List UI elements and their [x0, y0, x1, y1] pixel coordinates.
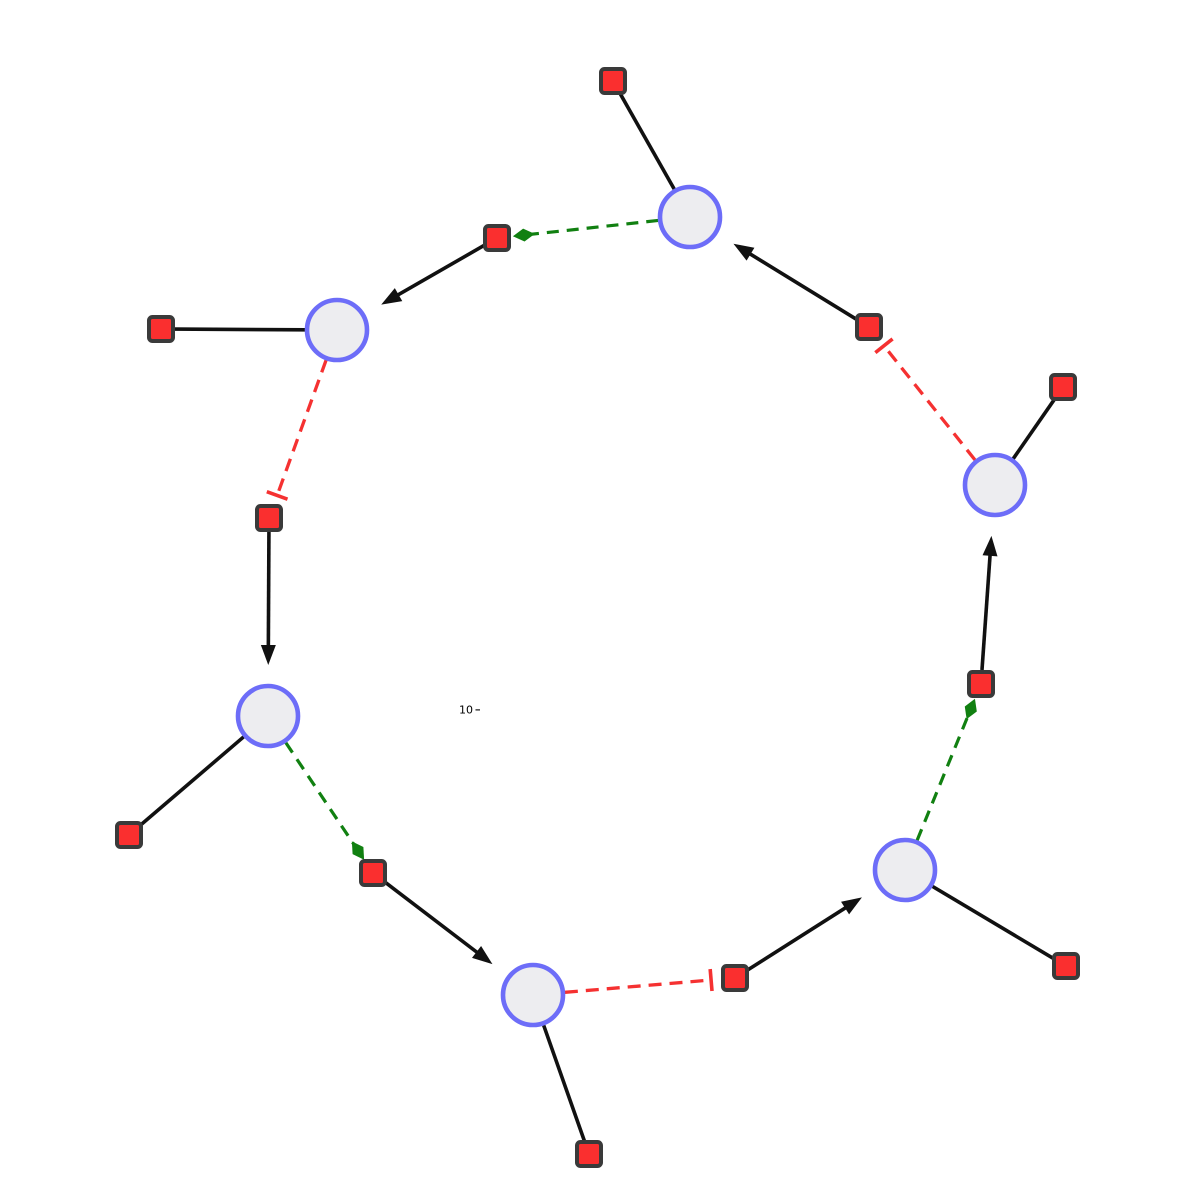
edges-layer [137, 91, 1058, 1143]
edge-production--transcription-of-laci--laci-mrna [733, 243, 859, 322]
edge-consumption--laci-protein--degradation-of-laci [173, 327, 306, 332]
reaction-node-transcription-of-tetr[interactable] [255, 504, 283, 532]
reaction-node-transcription-of-ci[interactable] [721, 964, 749, 992]
edge-modifier--laci-mrna--translation-of-laci [512, 218, 659, 242]
edge-inhibition--tetr-protein--transcription-of-ci [564, 968, 714, 994]
reaction-node-degradation-of-tetr[interactable] [575, 1140, 603, 1168]
production-line [394, 243, 486, 299]
edge-production--translation-of-tetr--tetr-protein [383, 880, 493, 965]
inhibition-line [564, 978, 709, 994]
edge-consumption--tetr-protein--degradation-of-tetr [541, 1024, 587, 1143]
edge-modifier--ci-mrna--translation-of-ci [915, 698, 977, 841]
modifier-line [915, 712, 971, 841]
edge-production--transcription-of-ci--ci-mrna [745, 897, 862, 973]
inhibition-tbar-icon [266, 489, 289, 501]
inset-chart: 10 [459, 446, 757, 719]
edge-consumption--laci-mrna--degradation-of-laci-transcripts [617, 91, 676, 191]
consumption-line [1011, 396, 1058, 460]
inhibition-line [884, 347, 977, 462]
production-line [383, 880, 481, 956]
production-line [980, 551, 993, 671]
production-line [746, 250, 859, 322]
reaction-node-transcription-of-laci[interactable] [855, 313, 883, 341]
reaction-node-degradation-of-ci-transcripts[interactable] [1052, 952, 1080, 980]
edge-production--transcription-of-tetr--tetr-mrna [260, 531, 276, 666]
reaction-node-degradation-of-laci[interactable] [147, 315, 175, 343]
edge-inhibition--ci-protein--transcription-of-laci [874, 337, 977, 462]
species-node-laci-protein[interactable] [304, 297, 370, 363]
edge-production--translation-of-ci--ci-protein [980, 535, 998, 671]
edge-consumption--ci-protein--degradation-of-ci [1011, 396, 1058, 460]
edge-consumption--tetr-mrna--degradation-of-tetr-transcripts [137, 735, 245, 828]
y-tick-label: 10 [459, 703, 473, 716]
reaction-node-degradation-of-tetr-transcripts[interactable] [115, 821, 143, 849]
species-node-tetr-mrna[interactable] [235, 683, 301, 749]
nodes-layer [115, 67, 1080, 1168]
edge-production--translation-of-laci--laci-protein [381, 243, 486, 305]
edge-inhibition--laci-protein--transcription-of-tetr [266, 359, 328, 501]
consumption-line [137, 735, 245, 828]
inhibition-line [276, 359, 328, 494]
production-line [745, 904, 850, 973]
consumption-line [173, 327, 306, 332]
species-node-tetr-protein[interactable] [500, 962, 566, 1028]
arrowhead-icon [841, 897, 862, 915]
arrowhead-icon [381, 288, 403, 305]
consumption-line [617, 91, 676, 191]
production-line [266, 531, 271, 650]
reaction-node-translation-of-ci[interactable] [967, 670, 995, 698]
chart-background [480, 446, 757, 719]
consumption-line [541, 1024, 587, 1143]
reaction-node-translation-of-laci[interactable] [483, 224, 511, 252]
inhibition-tbar-icon [708, 968, 714, 992]
inhibition-tbar-icon [874, 337, 894, 355]
diamond-arrowhead-icon [964, 698, 977, 720]
species-node-ci-protein[interactable] [962, 452, 1028, 518]
edge-modifier--tetr-mrna--translation-of-tetr [284, 741, 365, 860]
arrowhead-icon [260, 644, 276, 666]
species-node-ci-mrna[interactable] [872, 837, 938, 903]
modifier-line [284, 741, 358, 849]
reaction-node-degradation-of-ci[interactable] [1049, 373, 1077, 401]
arrowhead-icon [733, 243, 755, 261]
consumption-line [931, 884, 1056, 961]
modifier-line [527, 218, 659, 237]
arrowhead-icon [471, 945, 493, 965]
diamond-arrowhead-icon [351, 841, 365, 860]
reaction-node-translation-of-tetr[interactable] [359, 859, 387, 887]
arrowhead-icon [982, 535, 998, 557]
reaction-node-degradation-of-laci-transcripts[interactable] [599, 67, 627, 95]
diamond-arrowhead-icon [512, 228, 535, 242]
species-node-laci-mrna[interactable] [657, 184, 723, 250]
edge-consumption--ci-mrna--degradation-of-ci-transcripts [931, 884, 1056, 961]
